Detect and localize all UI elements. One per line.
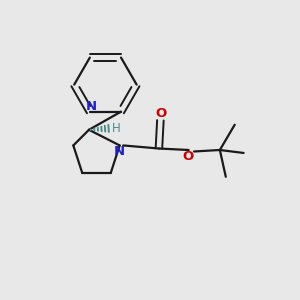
Text: O: O [155,107,167,120]
Text: N: N [114,146,125,158]
Text: N: N [85,100,97,113]
Text: O: O [182,150,194,163]
Text: H: H [112,122,121,135]
